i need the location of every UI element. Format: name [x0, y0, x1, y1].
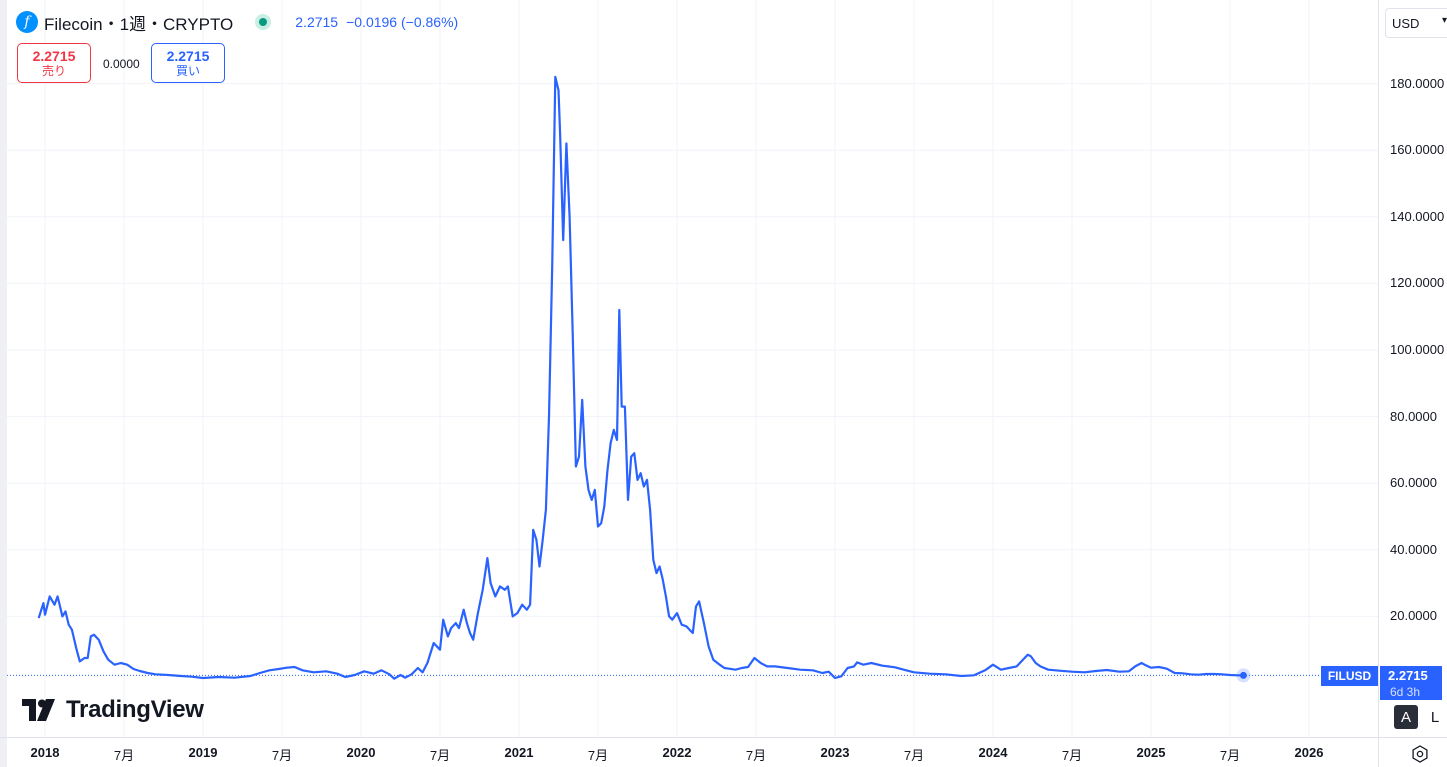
buy-button[interactable]: 2.2715 買い: [151, 43, 225, 83]
legend-header: f Filecoin・1週・CRYPTO 2.2715 −0.0196 (−0.…: [16, 9, 458, 35]
tradingview-logo[interactable]: TradingView: [22, 696, 204, 724]
time-axis-border: [0, 737, 1447, 738]
last-price-tag-value: 2.2715: [1388, 668, 1428, 683]
price-tick-label: 160.0000: [1390, 142, 1445, 158]
buy-label: 買い: [175, 63, 200, 78]
buy-price: 2.2715: [166, 47, 210, 64]
time-tick-label: 2023: [820, 745, 850, 760]
symbol-price-tag: FILUSD: [1321, 666, 1378, 686]
time-tick-label: 7月: [587, 748, 609, 763]
time-tick-label: 7月: [745, 748, 767, 763]
tradingview-wordmark: TradingView: [66, 696, 204, 723]
bar-countdown: 6d 3h: [1390, 685, 1421, 699]
time-tick-label: 2024: [978, 745, 1008, 760]
price-tick-label: 140.0000: [1390, 208, 1445, 224]
time-tick-label: 7月: [1219, 748, 1241, 763]
price-tick-label: 120.0000: [1390, 275, 1445, 291]
price-tick-label: 100.0000: [1390, 342, 1445, 357]
time-tick-label: 7月: [271, 748, 293, 763]
time-tick-label: 2026: [1294, 745, 1324, 760]
last-price: 2.2715: [295, 14, 339, 30]
price-tick-label: 60.0000: [1390, 475, 1437, 491]
currency-select[interactable]: USD ▾: [1385, 8, 1447, 38]
log-scale-button[interactable]: L: [1430, 708, 1440, 726]
left-edge-strip: [0, 0, 7, 767]
auto-scale-button[interactable]: A: [1394, 705, 1418, 729]
sell-price: 2.2715: [32, 47, 76, 64]
currency-value: USD: [1392, 16, 1420, 31]
tradingview-mark-icon: [22, 699, 55, 721]
price-axis-border: [1378, 0, 1379, 767]
market-status-icon[interactable]: [255, 14, 272, 30]
time-tick-label: 7月: [1061, 748, 1083, 763]
time-tick-label: 2019: [188, 745, 218, 760]
price-change: −0.0196 (−0.86%): [346, 14, 459, 30]
sell-button[interactable]: 2.2715 売り: [17, 43, 91, 83]
price-series-line[interactable]: [37, 75, 1244, 680]
time-tick-label: 2022: [662, 745, 692, 760]
last-point-marker: [1239, 671, 1247, 679]
time-tick-label: 7月: [903, 748, 925, 763]
price-tick-label: 20.0000: [1390, 608, 1437, 624]
price-tick-label: 40.0000: [1390, 541, 1437, 557]
chevron-down-icon: ▾: [1442, 15, 1447, 26]
last-price-tag: 2.2715 6d 3h: [1380, 666, 1442, 700]
sell-label: 売り: [41, 63, 66, 78]
symbol-title[interactable]: Filecoin・1週・CRYPTO: [44, 14, 234, 34]
filecoin-logo-icon[interactable]: f: [16, 11, 38, 33]
time-tick-label: 7月: [113, 748, 135, 763]
time-tick-label: 2018: [30, 745, 60, 760]
price-tick-label: 80.0000: [1390, 408, 1437, 424]
time-tick-label: 2025: [1136, 745, 1166, 760]
settings-gear-icon[interactable]: [1410, 744, 1430, 764]
time-tick-label: 2021: [504, 745, 534, 760]
time-tick-label: 7月: [429, 748, 451, 763]
time-tick-label: 2020: [346, 745, 376, 760]
spread-value: 0.0000: [103, 57, 140, 71]
price-tick-label: 180.0000: [1390, 75, 1445, 91]
